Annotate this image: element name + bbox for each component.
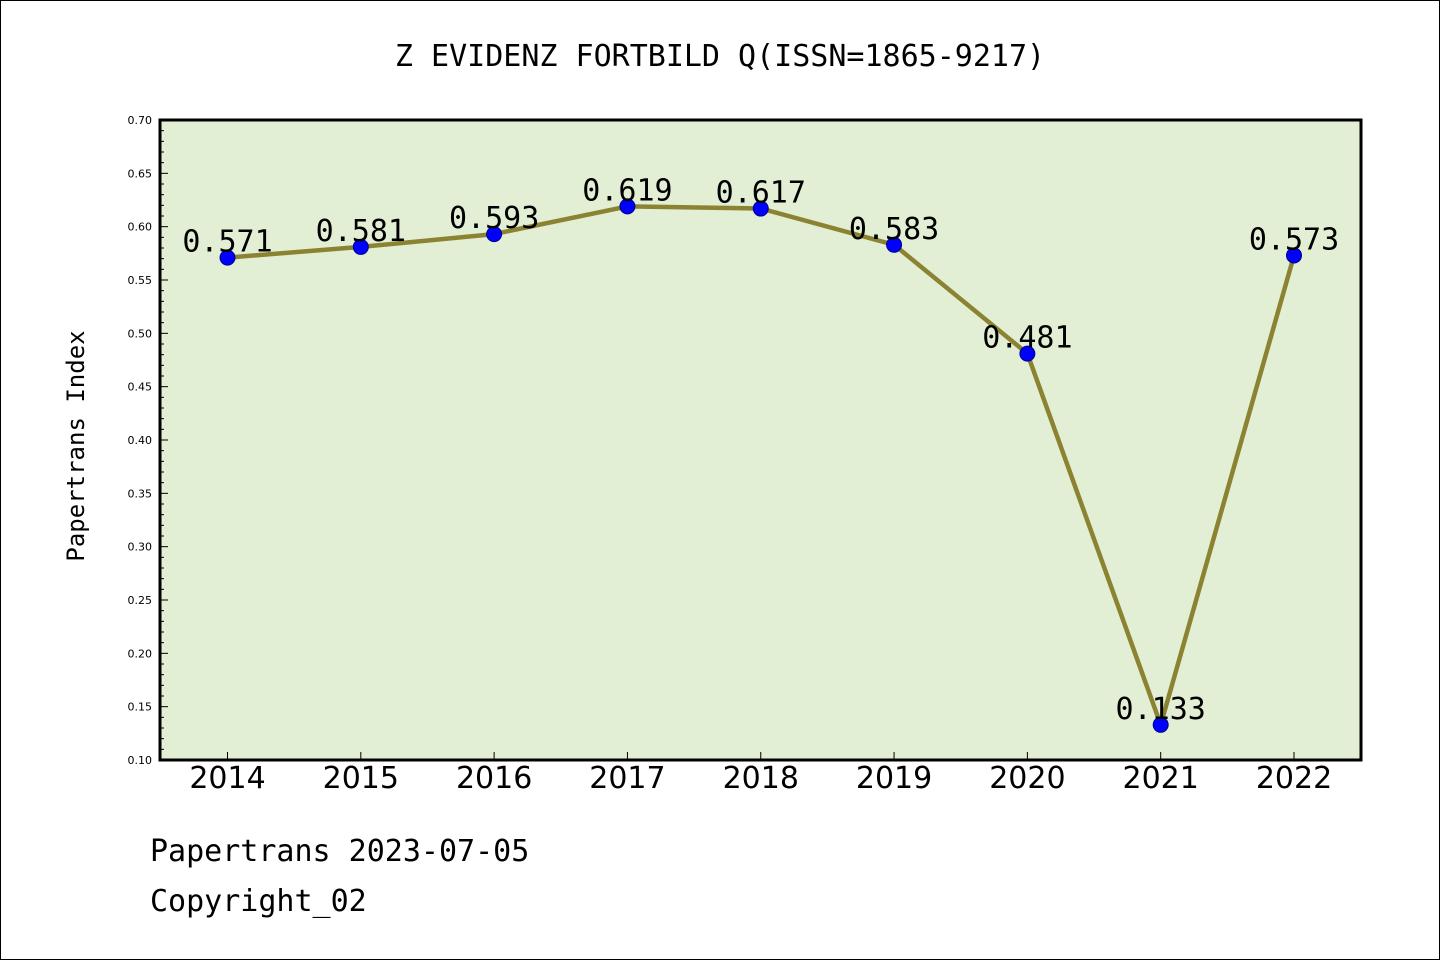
plot-area — [158, 118, 1363, 762]
footer-copyright: Copyright_02 — [150, 884, 367, 919]
data-label: 0.593 — [449, 201, 539, 236]
x-tick-label: 2020 — [989, 761, 1065, 796]
footer-date: Papertrans 2023-07-05 — [150, 834, 530, 869]
data-label: 0.481 — [982, 321, 1072, 356]
y-tick-label: 0.25 — [128, 594, 153, 607]
y-tick-label: 0.45 — [128, 381, 153, 394]
x-tick-label: 2015 — [323, 761, 399, 796]
data-label: 0.583 — [849, 212, 939, 247]
data-point — [619, 198, 636, 215]
data-label: 0.619 — [582, 173, 672, 208]
data-point — [1019, 345, 1036, 362]
data-point — [886, 236, 903, 253]
y-tick-label: 0.40 — [128, 434, 153, 447]
data-series — [219, 198, 1302, 733]
chart-title: Z EVIDENZ FORTBILD Q(ISSN=1865-9217) — [395, 39, 1045, 74]
x-tick-label: 2019 — [856, 761, 932, 796]
data-point — [352, 238, 369, 255]
y-tick-label: 0.20 — [128, 647, 153, 660]
y-tick-label: 0.55 — [128, 274, 153, 287]
data-point — [752, 200, 769, 217]
y-axis-ticks: 0.10 0.15 0.20 0.25 0.30 0.35 0.40 0.45 0.50 0.55… — [128, 114, 168, 767]
y-tick-label: 0.30 — [128, 541, 153, 554]
y-tick-label: 0.70 — [128, 114, 153, 127]
y-tick-label: 0.60 — [128, 221, 153, 234]
y-tick-label: 0.15 — [128, 701, 153, 714]
y-tick-label: 0.50 — [128, 327, 153, 340]
data-labels: 0.571 0.581 0.593 0.619 0.617 0.583 0.481 0.133… — [182, 173, 1339, 726]
data-point — [219, 249, 236, 266]
data-label: 0.133 — [1116, 692, 1206, 727]
data-point — [1152, 716, 1169, 733]
data-point — [1286, 247, 1302, 264]
y-tick-label: 0.10 — [128, 754, 153, 767]
y-axis-label: Papertrans Index — [62, 330, 90, 561]
data-label: 0.573 — [1249, 222, 1339, 257]
data-label: 0.571 — [182, 225, 272, 260]
x-tick-label: 2016 — [456, 761, 532, 796]
x-tick-label: 2021 — [1123, 761, 1199, 796]
x-tick-label: 2022 — [1256, 761, 1332, 796]
x-tick-label: 2017 — [589, 761, 665, 796]
y-tick-label: 0.65 — [128, 167, 153, 180]
x-axis-ticks: 2014 2015 2016 2017 2018 2019 2020 2021 2022 — [189, 752, 1332, 796]
data-label: 0.617 — [716, 176, 806, 211]
y-tick-label: 0.35 — [128, 487, 153, 500]
x-tick-label: 2014 — [189, 761, 265, 796]
x-tick-label: 2018 — [723, 761, 799, 796]
data-point — [486, 226, 503, 243]
data-label: 0.581 — [316, 214, 406, 249]
